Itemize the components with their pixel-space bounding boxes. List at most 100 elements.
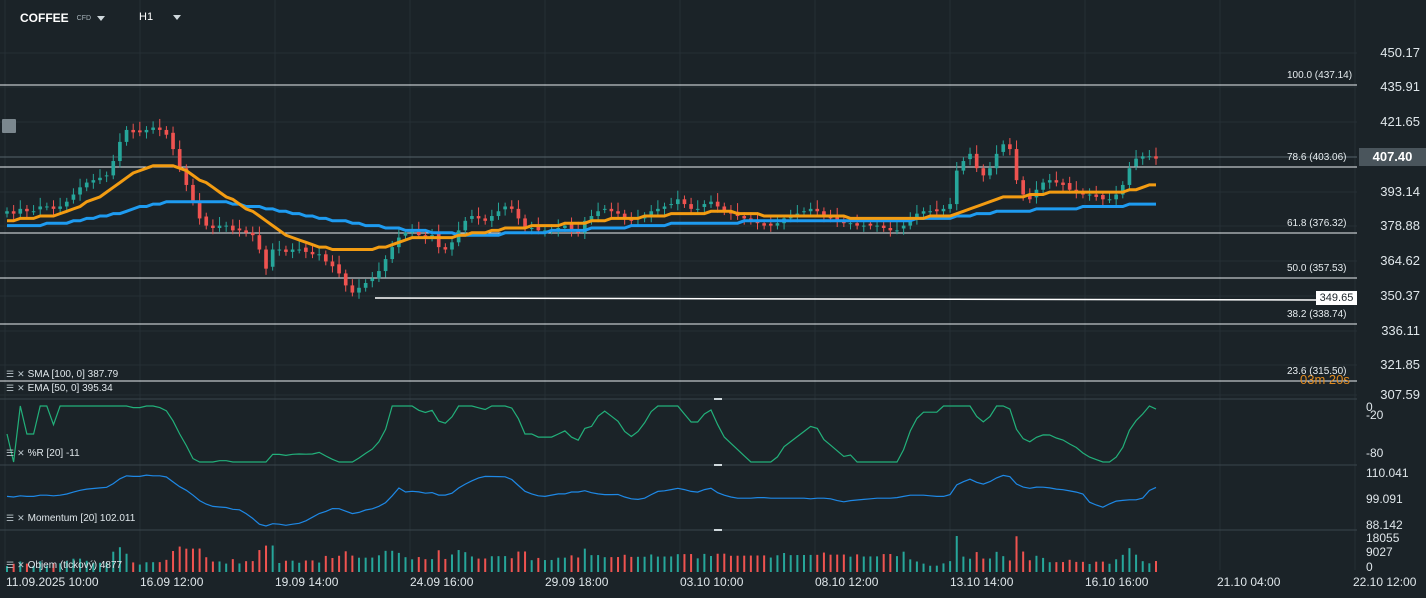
candle-body xyxy=(742,216,747,219)
close-icon[interactable]: ✕ xyxy=(17,448,25,458)
indicator-label-volume[interactable]: ☰ ✕ Objem (tickový) 4877 xyxy=(6,560,123,571)
volume-bar xyxy=(105,562,108,572)
candle-body xyxy=(722,206,727,212)
mom-axis-bottom: 88.142 xyxy=(1366,518,1403,532)
time-axis-label: 08.10 12:00 xyxy=(815,575,879,589)
candle-body xyxy=(702,204,707,207)
candle-body xyxy=(596,211,600,217)
candle-body xyxy=(58,206,62,209)
price-axis-label: 364.62 xyxy=(1380,253,1420,268)
time-axis-label: 22.10 12:00 xyxy=(1353,575,1417,589)
volume-bar xyxy=(178,546,181,572)
current-price-label: 407.40 xyxy=(1359,148,1426,166)
volume-bar xyxy=(962,556,965,572)
time-axis-label: 11.09.2025 10:00 xyxy=(6,575,99,589)
close-icon[interactable]: ✕ xyxy=(17,383,25,393)
volume-bar xyxy=(59,563,62,572)
indicator-label-wr[interactable]: ☰ ✕ %R [20] -11 xyxy=(6,448,80,459)
indicator-label-sma[interactable]: ☰ ✕ SMA [100, 0] 387.79 xyxy=(6,369,119,380)
pane-resize-handle[interactable] xyxy=(714,398,722,400)
candle-body xyxy=(649,211,654,217)
candle-body xyxy=(171,132,175,150)
candle-body xyxy=(835,216,840,221)
candle-body xyxy=(496,211,501,217)
volume-bar xyxy=(1022,551,1025,572)
indicator-label-ema[interactable]: ☰ ✕ EMA [50, 0] 395.34 xyxy=(6,383,113,394)
mom-axis-mid: 99.091 xyxy=(1366,492,1403,506)
candle-body xyxy=(875,225,879,227)
volume-bar xyxy=(384,550,387,572)
volume-bar xyxy=(510,558,513,572)
candle-body xyxy=(901,225,906,229)
candle-body xyxy=(118,141,122,162)
volume-bar xyxy=(424,559,427,572)
volume-bar xyxy=(550,559,553,572)
volume-bar xyxy=(344,551,347,572)
volume-bar xyxy=(690,554,693,572)
volume-bar xyxy=(577,557,580,572)
timeframe-selector[interactable]: H1 xyxy=(139,11,182,23)
list-icon[interactable]: ☰ xyxy=(6,448,15,458)
volume-bar xyxy=(1101,561,1104,572)
list-icon[interactable]: ☰ xyxy=(6,369,15,379)
volume-bar xyxy=(185,548,188,572)
close-icon[interactable]: ✕ xyxy=(17,369,25,379)
volume-bar xyxy=(623,554,626,572)
list-icon[interactable]: ☰ xyxy=(6,560,15,570)
pane-resize-handle[interactable] xyxy=(714,529,722,531)
volume-bar xyxy=(397,552,400,572)
candle-body xyxy=(1107,199,1112,201)
candle-body xyxy=(184,168,189,185)
candle-body xyxy=(250,232,255,236)
pane-resize-handle[interactable] xyxy=(714,464,722,466)
volume-bar xyxy=(570,555,573,572)
price-axis-label: 421.65 xyxy=(1380,114,1420,129)
volume-bar xyxy=(258,550,261,572)
volume-bar xyxy=(723,553,726,572)
volume-bar xyxy=(311,560,314,572)
candle-body xyxy=(304,247,308,252)
candle-body xyxy=(861,225,866,227)
volume-bar xyxy=(716,553,719,572)
candle-body xyxy=(244,230,248,233)
volume-bar xyxy=(816,554,819,572)
volume-bar xyxy=(1155,561,1157,572)
candle-body xyxy=(928,211,933,213)
indicator-label-momentum[interactable]: ☰ ✕ Momentum [20] 102.011 xyxy=(6,513,136,524)
list-icon[interactable]: ☰ xyxy=(6,383,15,393)
candle-body xyxy=(91,180,96,183)
time-axis-label: 21.10 04:00 xyxy=(1217,575,1281,589)
vol-axis-mid: 9027 xyxy=(1366,545,1393,559)
volume-bar xyxy=(882,554,885,572)
candle-body xyxy=(197,201,202,219)
volume-bar xyxy=(849,556,852,572)
candle-body xyxy=(290,249,295,252)
volume-bar xyxy=(603,557,606,572)
close-icon[interactable]: ✕ xyxy=(17,513,25,523)
candle-body xyxy=(5,211,9,214)
volume-bar xyxy=(1141,561,1144,572)
horizontal-line-349-65[interactable] xyxy=(374,297,1317,301)
candle-body xyxy=(270,249,275,267)
candle-body xyxy=(330,261,335,267)
candle-body xyxy=(297,249,302,251)
volume-bar xyxy=(251,561,254,572)
list-icon[interactable]: ☰ xyxy=(6,513,15,523)
candle-body xyxy=(78,187,82,195)
candle-body xyxy=(682,199,687,205)
candle-body xyxy=(1054,180,1059,183)
candle-body xyxy=(1147,156,1152,158)
side-panel-toggle-icon[interactable] xyxy=(2,119,16,133)
volume-bar xyxy=(862,556,865,572)
volume-bar xyxy=(450,554,453,572)
volume-bar xyxy=(1048,562,1051,572)
time-axis-label: 03.10 10:00 xyxy=(680,575,744,589)
candle-body xyxy=(589,216,594,221)
horizontal-line-price-label[interactable]: 349.65 xyxy=(1316,291,1357,305)
close-icon[interactable]: ✕ xyxy=(17,560,25,570)
candle-body xyxy=(563,225,567,228)
symbol-selector[interactable]: COFFEE CFD xyxy=(20,11,106,25)
volume-bar xyxy=(988,558,991,572)
candle-body xyxy=(656,208,660,212)
